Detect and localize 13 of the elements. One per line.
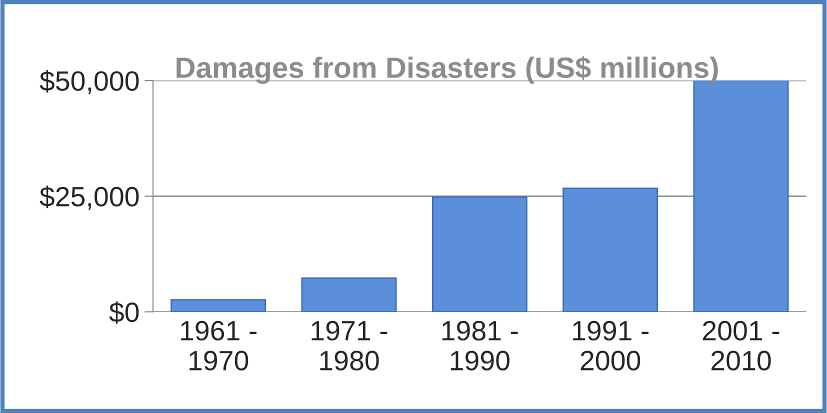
bar xyxy=(432,196,528,312)
x-tick-label: 2001 - 2010 xyxy=(703,320,780,370)
x-tick-label: 1991 - 2000 xyxy=(573,320,648,370)
x-tick-label: 1961 - 1970 xyxy=(181,320,256,370)
y-tick-label: $0 xyxy=(109,301,139,324)
chart-title: Damages from Disasters (US$ millions) xyxy=(176,56,718,84)
bar xyxy=(170,299,266,312)
bar xyxy=(301,277,397,312)
bar xyxy=(562,188,658,312)
y-tick-label: $50,000 xyxy=(40,70,139,94)
x-tick-label: 1971 - 1980 xyxy=(312,320,388,370)
y-tick-label: $25,000 xyxy=(40,186,139,210)
x-tick-label: 1981 - 1990 xyxy=(442,320,518,370)
